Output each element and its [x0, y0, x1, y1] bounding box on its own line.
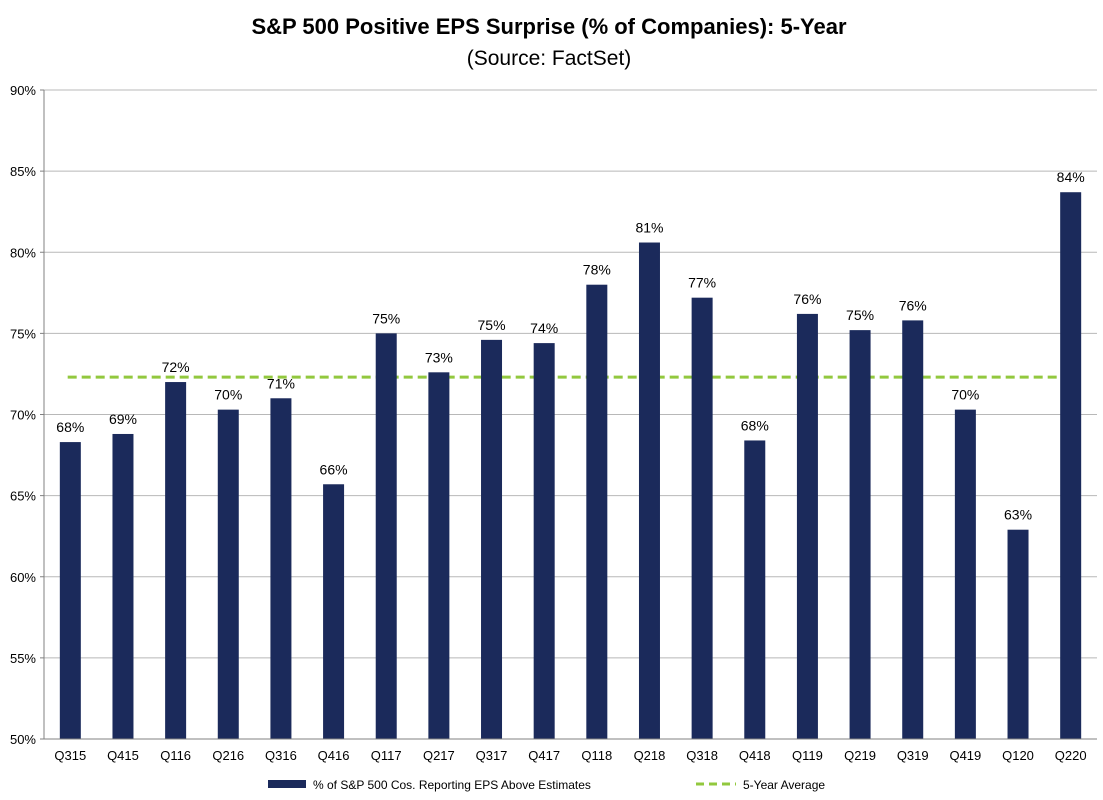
bar: [533, 343, 555, 739]
y-tick-label: 65%: [10, 489, 36, 504]
x-tick-label: Q220: [1055, 748, 1087, 763]
x-tick-label: Q319: [897, 748, 929, 763]
data-label: 68%: [741, 417, 769, 433]
data-label: 78%: [583, 262, 611, 278]
x-tick-label: Q217: [423, 748, 455, 763]
bar: [270, 398, 292, 739]
data-label: 69%: [109, 411, 137, 427]
bar: [638, 242, 660, 739]
bar: [796, 313, 818, 739]
gridlines: [44, 89, 1097, 659]
bar: [59, 442, 81, 739]
x-tick-label: Q117: [371, 748, 402, 763]
y-tick-label: 70%: [10, 408, 36, 423]
bar: [586, 284, 608, 739]
data-label: 70%: [951, 387, 979, 403]
data-label: 68%: [56, 419, 84, 435]
data-label: 70%: [214, 387, 242, 403]
y-tick-label: 55%: [10, 651, 36, 666]
legend-bar-label: % of S&P 500 Cos. Reporting EPS Above Es…: [313, 778, 591, 792]
data-label: 84%: [1057, 169, 1085, 185]
data-label: 74%: [530, 320, 558, 336]
bar: [849, 330, 871, 739]
bar: [1007, 529, 1029, 739]
chart-title: S&P 500 Positive EPS Surprise (% of Comp…: [251, 14, 846, 39]
y-tick-label: 50%: [10, 732, 36, 747]
bar: [1060, 192, 1082, 739]
legend-average-label: 5-Year Average: [743, 778, 825, 792]
data-label: 76%: [899, 297, 927, 313]
x-tick-label: Q418: [739, 748, 771, 763]
bar: [375, 333, 397, 739]
bar: [481, 339, 503, 739]
x-tick-label: Q118: [581, 748, 612, 763]
data-label: 71%: [267, 375, 295, 391]
x-tick-label: Q315: [54, 748, 86, 763]
y-axis-ticks: 50% 55% 60% 65% 70% 75% 80% 85% 90%: [10, 83, 44, 747]
x-tick-label: Q317: [476, 748, 508, 763]
x-tick-label: Q116: [160, 748, 191, 763]
x-tick-label: Q216: [212, 748, 244, 763]
x-tick-label: Q416: [318, 748, 350, 763]
axes: [43, 90, 1097, 740]
x-tick-label: Q318: [686, 748, 718, 763]
data-label: 66%: [320, 461, 348, 477]
x-axis-ticks: Q315 Q415 Q116 Q216 Q316 Q416 Q117 Q217 Q317 Q417…: [54, 748, 1086, 763]
x-tick-label: Q120: [1002, 748, 1034, 763]
bar: [954, 409, 976, 739]
x-tick-label: Q219: [844, 748, 876, 763]
y-tick-label: 90%: [10, 83, 36, 98]
x-tick-label: Q316: [265, 748, 297, 763]
legend-bar-swatch: [268, 780, 306, 788]
data-label: 63%: [1004, 507, 1032, 523]
data-label: 81%: [635, 220, 663, 236]
y-tick-label: 85%: [10, 164, 36, 179]
data-label: 76%: [793, 291, 821, 307]
bars: [59, 192, 1082, 739]
data-label: 77%: [688, 275, 716, 291]
bar: [165, 382, 187, 739]
bar: [112, 433, 134, 739]
bar: [428, 372, 450, 739]
y-tick-label: 60%: [10, 570, 36, 585]
data-label: 75%: [846, 307, 874, 323]
bar: [744, 440, 766, 739]
y-tick-label: 80%: [10, 245, 36, 260]
bar: [217, 409, 239, 739]
bar: [902, 320, 924, 739]
x-tick-label: Q218: [634, 748, 666, 763]
data-label: 72%: [162, 359, 190, 375]
bar: [323, 484, 345, 739]
data-label: 73%: [425, 349, 453, 365]
legend: % of S&P 500 Cos. Reporting EPS Above Es…: [268, 778, 825, 792]
data-label: 75%: [372, 310, 400, 326]
y-tick-label: 75%: [10, 326, 36, 341]
bar: [691, 297, 713, 739]
data-label: 75%: [478, 317, 506, 333]
x-tick-label: Q415: [107, 748, 139, 763]
chart-subtitle: (Source: FactSet): [467, 47, 632, 70]
x-tick-label: Q119: [792, 748, 823, 763]
data-labels: 68% 69% 72% 70% 71% 66% 75% 73% 75% 74% 78% 81% 77% 6…: [56, 169, 1084, 522]
x-tick-label: Q419: [949, 748, 981, 763]
x-tick-label: Q417: [528, 748, 560, 763]
